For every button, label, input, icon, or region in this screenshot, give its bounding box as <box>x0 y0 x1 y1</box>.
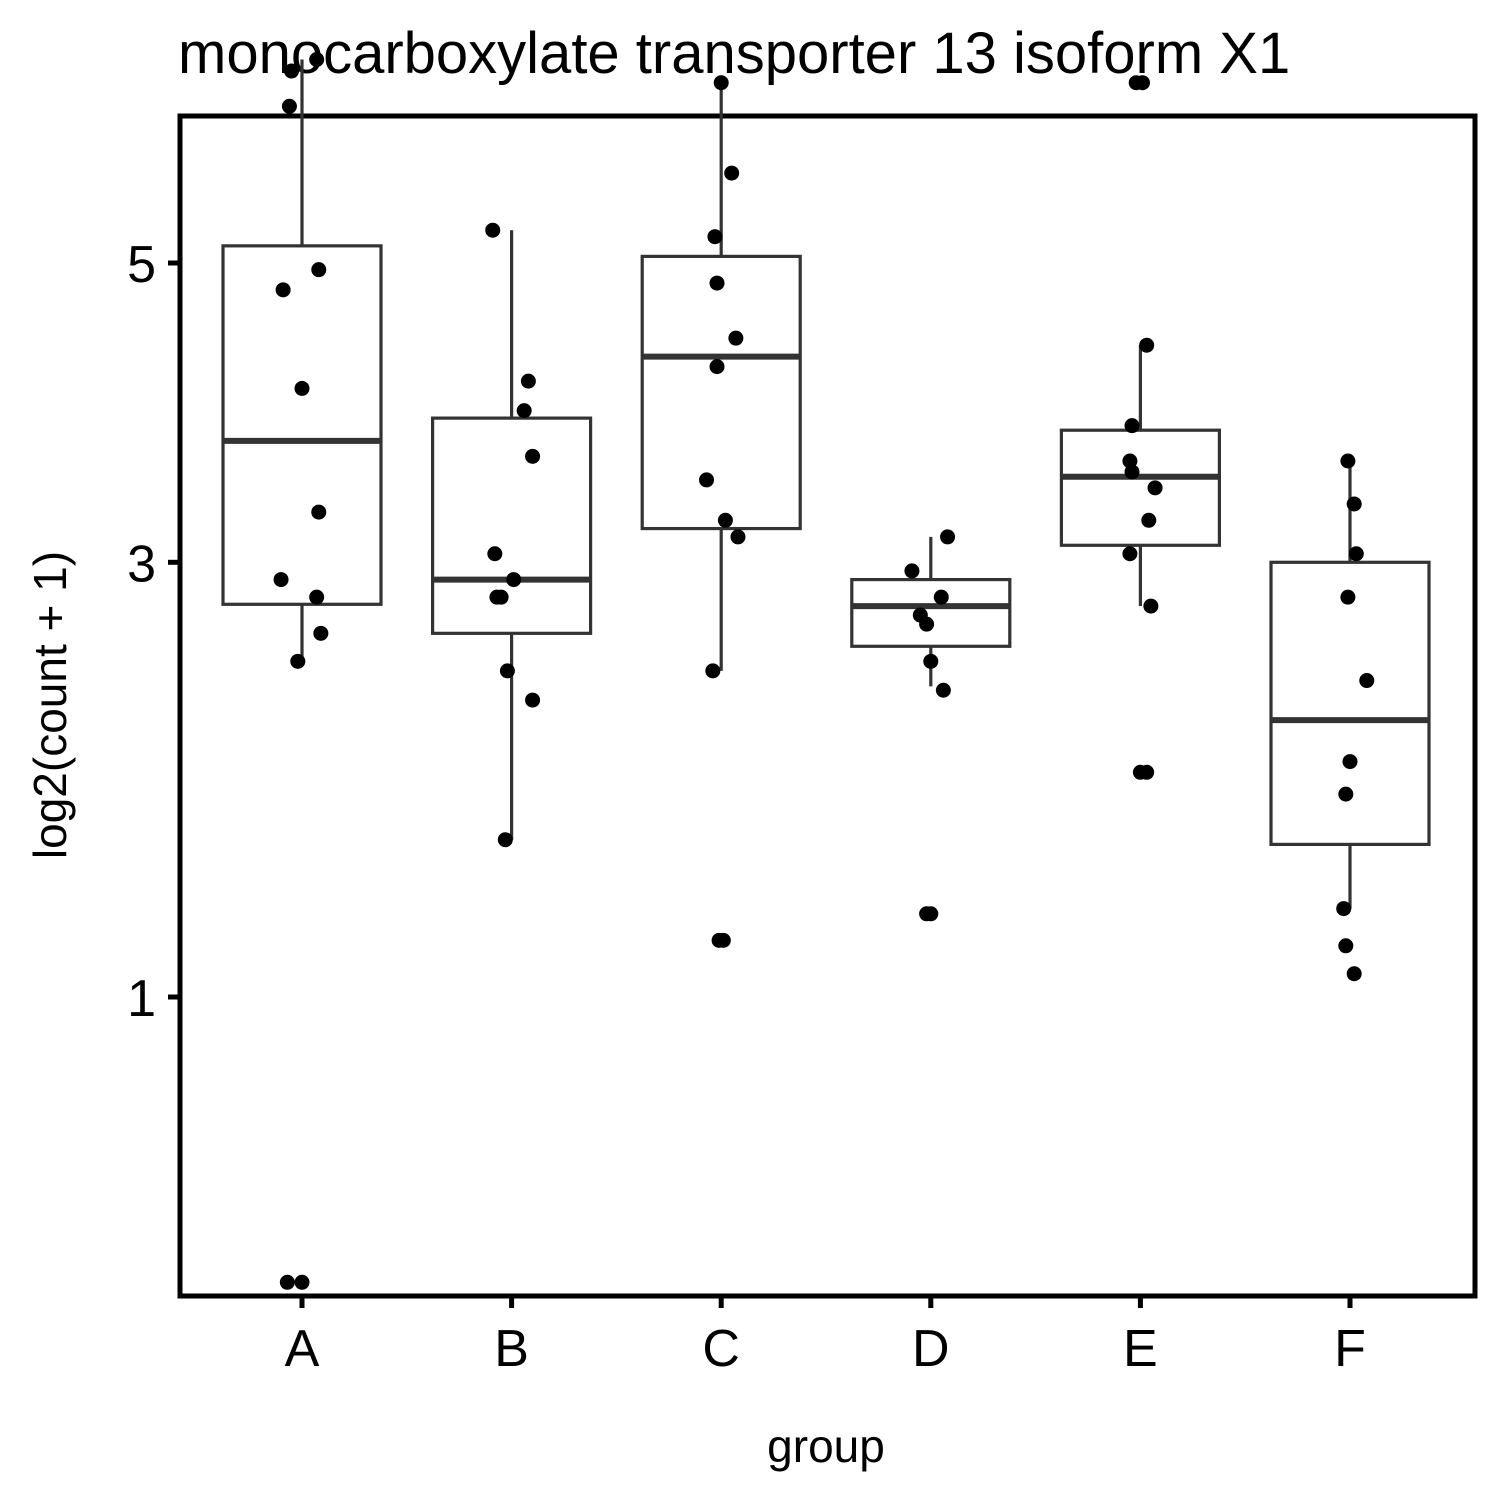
points-layer <box>273 52 1375 1290</box>
y-tick-label: 3 <box>127 535 156 593</box>
data-point-B <box>525 692 541 708</box>
data-point-A <box>311 504 327 520</box>
data-point-B <box>499 663 515 679</box>
data-point-F <box>1346 966 1362 982</box>
data-point-D <box>923 906 939 922</box>
data-point-C <box>728 330 744 346</box>
data-point-F <box>1359 673 1375 689</box>
data-point-A <box>290 653 306 669</box>
data-point-B <box>525 448 541 464</box>
data-point-C <box>699 472 715 488</box>
data-point-E <box>1141 512 1157 528</box>
data-point-D <box>919 616 935 632</box>
boxes-layer <box>221 59 1431 909</box>
box-A <box>221 59 383 662</box>
data-point-C <box>707 229 723 245</box>
data-point-B <box>520 373 536 389</box>
data-point-F <box>1340 589 1356 605</box>
data-point-B <box>506 572 522 588</box>
data-point-C <box>715 932 731 948</box>
data-point-A <box>273 572 289 588</box>
data-point-E <box>1134 75 1150 91</box>
data-point-F <box>1340 453 1356 469</box>
box-iqr-F <box>1269 560 1431 847</box>
data-point-C <box>724 165 740 181</box>
box-iqr-E <box>1059 428 1222 547</box>
y-tick-label: 5 <box>127 236 156 294</box>
data-point-D <box>923 653 939 669</box>
box-E <box>1059 345 1222 607</box>
data-point-A <box>281 98 297 114</box>
data-point-F <box>1346 496 1362 512</box>
data-point-F <box>1338 786 1354 802</box>
data-point-C <box>730 529 746 545</box>
data-point-D <box>904 563 920 579</box>
box-D <box>850 536 1012 687</box>
x-axis: A B C D E F <box>285 1296 1366 1378</box>
x-tick-label: F <box>1334 1320 1366 1378</box>
box-iqr-C <box>640 254 802 531</box>
data-point-A <box>294 380 310 396</box>
data-point-D <box>933 589 949 605</box>
data-point-C <box>705 663 721 679</box>
data-point-F <box>1338 938 1354 954</box>
data-point-B <box>516 403 532 419</box>
data-point-A <box>294 1274 310 1290</box>
data-point-A <box>311 262 327 278</box>
box-C <box>640 82 802 671</box>
x-axis-title: group <box>767 1420 885 1472</box>
data-point-E <box>1143 598 1159 614</box>
data-point-A <box>313 625 329 641</box>
x-tick-label: D <box>912 1320 950 1378</box>
data-point-B <box>485 222 501 238</box>
y-axis: 1 3 5 <box>127 236 180 1028</box>
x-tick-label: E <box>1123 1320 1158 1378</box>
y-tick-label: 1 <box>127 970 156 1028</box>
x-tick-label: B <box>494 1320 529 1378</box>
box-F <box>1269 461 1431 909</box>
data-point-D <box>940 529 956 545</box>
x-tick-label: C <box>702 1320 740 1378</box>
data-point-C <box>709 275 725 291</box>
data-point-E <box>1124 418 1140 434</box>
data-point-E <box>1139 764 1155 780</box>
data-point-E <box>1139 337 1155 353</box>
data-point-B <box>487 546 503 562</box>
chart-title: monocarboxylate transporter 13 isoform X… <box>178 21 1290 86</box>
box-iqr-B <box>431 416 593 635</box>
data-point-F <box>1336 901 1352 917</box>
box-iqr-A <box>221 244 383 606</box>
data-point-E <box>1124 464 1140 480</box>
data-point-C <box>709 359 725 375</box>
data-point-A <box>275 282 291 298</box>
y-axis-title: log2(count + 1) <box>24 551 76 859</box>
data-point-C <box>717 512 733 528</box>
data-point-F <box>1342 754 1358 770</box>
data-point-B <box>497 832 513 848</box>
box-iqr-D <box>850 577 1012 648</box>
data-point-A <box>309 52 325 68</box>
x-tick-label: A <box>285 1320 320 1378</box>
data-point-A <box>279 1274 295 1290</box>
data-point-F <box>1348 546 1364 562</box>
plot-panel <box>177 113 1478 1299</box>
data-point-C <box>713 75 729 91</box>
data-point-D <box>935 682 951 698</box>
data-point-B <box>493 589 509 605</box>
data-point-E <box>1122 546 1138 562</box>
data-point-A <box>284 63 300 79</box>
box-B <box>431 230 593 840</box>
data-point-E <box>1147 480 1163 496</box>
data-point-A <box>309 589 325 605</box>
